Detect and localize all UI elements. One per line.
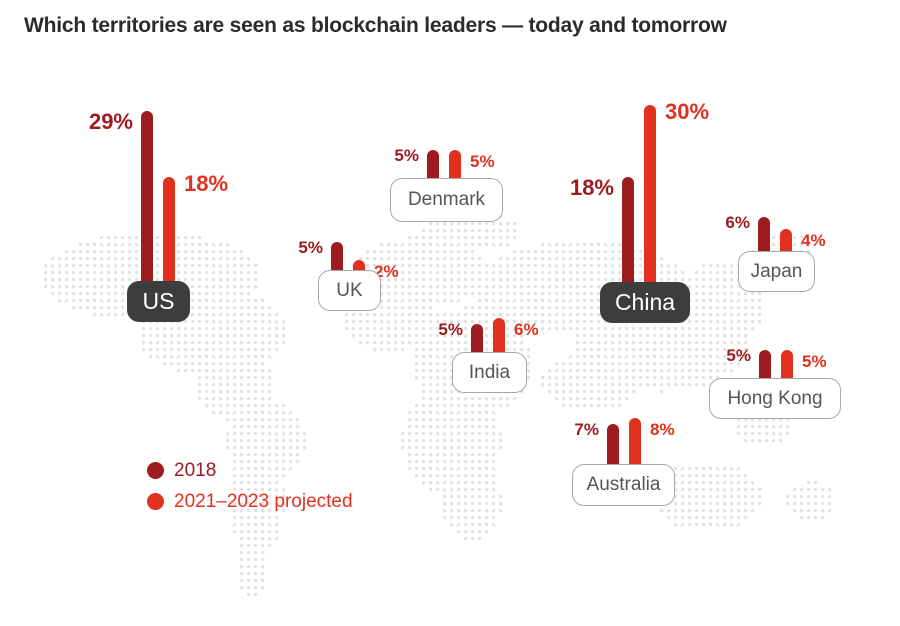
value-label-projected-india: 6% [514,320,539,339]
legend-dot-2018 [147,462,164,479]
bar-2018-australia [607,424,619,472]
value-label-projected-denmark: 5% [470,152,495,171]
bar-2018-hong-kong [759,350,771,386]
legend-dot-projected [147,493,164,510]
value-label-projected-uk: 2% [374,262,399,281]
legend-label-2018: 2018 [174,459,217,481]
bar-projected-hong-kong [781,350,793,386]
value-label-2018-us: 29% [88,109,133,134]
value-label-projected-us: 18% [184,171,229,196]
bar-projected-india [493,318,505,360]
value-label-projected-hong-kong: 5% [802,352,827,371]
bar-projected-australia [629,418,641,472]
territory-label-us: US [127,281,190,322]
bar-projected-denmark [449,150,461,186]
legend-item-2018: 2018 [147,455,353,486]
value-label-2018-japan: 6% [725,213,750,232]
bar-2018-japan [758,217,770,259]
territory-label-hong-kong: Hong Kong [709,378,841,419]
territory-label-india: India [452,352,527,393]
territory-label-japan: Japan [738,251,815,292]
bar-projected-china [644,105,656,291]
value-label-2018-uk: 5% [298,238,323,257]
value-label-2018-china: 18% [569,175,614,200]
chart-title: Which territories are seen as blockchain… [24,14,727,37]
value-label-projected-china: 30% [665,99,710,124]
bar-2018-denmark [427,150,439,186]
value-label-2018-hong-kong: 5% [726,346,751,365]
bar-2018-us [141,111,153,291]
territory-label-uk: UK [318,270,381,311]
value-label-2018-australia: 7% [574,420,599,439]
value-label-2018-india: 5% [438,320,463,339]
bar-2018-china [622,177,634,291]
legend-label-projected: 2021–2023 projected [174,490,353,512]
bar-2018-india [471,324,483,360]
value-label-2018-denmark: 5% [394,146,419,165]
value-label-projected-japan: 4% [801,231,826,250]
bar-2018-uk [331,242,343,278]
legend-item-projected: 2021–2023 projected [147,486,353,517]
territory-label-china: China [600,282,690,323]
territory-label-denmark: Denmark [390,178,503,222]
legend: 2018 2021–2023 projected [147,455,353,517]
value-label-projected-australia: 8% [650,420,675,439]
bar-projected-us [163,177,175,291]
territory-label-australia: Australia [572,464,675,506]
